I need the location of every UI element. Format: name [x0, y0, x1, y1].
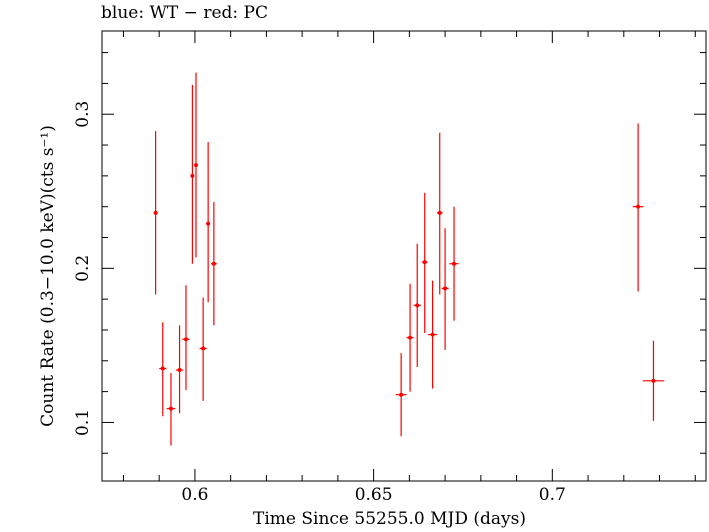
data-point — [408, 335, 413, 340]
data-point — [206, 221, 211, 226]
data-point — [177, 368, 182, 373]
data-point — [452, 261, 457, 266]
data-point — [160, 366, 165, 371]
data-point — [422, 260, 427, 265]
data-point — [437, 210, 442, 215]
y-tick-label: 0.2 — [73, 255, 93, 282]
data-point — [183, 337, 188, 342]
data-point — [193, 163, 198, 168]
data-point — [430, 332, 435, 337]
y-tick-label: 0.1 — [73, 409, 93, 436]
data-point — [443, 286, 448, 291]
data-point — [201, 346, 206, 351]
data-point — [211, 261, 216, 266]
data-point — [190, 173, 195, 178]
data-point — [415, 303, 420, 308]
x-axis-label: Time Since 55255.0 MJD (days) — [253, 509, 526, 529]
chart-title: blue: WT − red: PC — [101, 3, 268, 23]
axis-ticks — [102, 31, 706, 481]
plot-frame — [101, 30, 707, 482]
tick-labels: 0.6 0.65 0.7 0.1 0.2 0.3 — [73, 101, 566, 505]
data-points — [153, 72, 665, 446]
x-tick-label: 0.6 — [181, 485, 208, 505]
data-point — [651, 378, 656, 383]
y-tick-label: 0.3 — [73, 101, 93, 128]
x-tick-label: 0.7 — [539, 485, 566, 505]
data-point — [636, 204, 641, 209]
data-point — [168, 406, 173, 411]
data-point — [399, 392, 404, 397]
data-point — [153, 210, 158, 215]
y-axis-label: Count Rate (0.3−10.0 keV)(cts s⁻¹) — [38, 125, 58, 427]
x-tick-label: 0.65 — [355, 485, 393, 505]
